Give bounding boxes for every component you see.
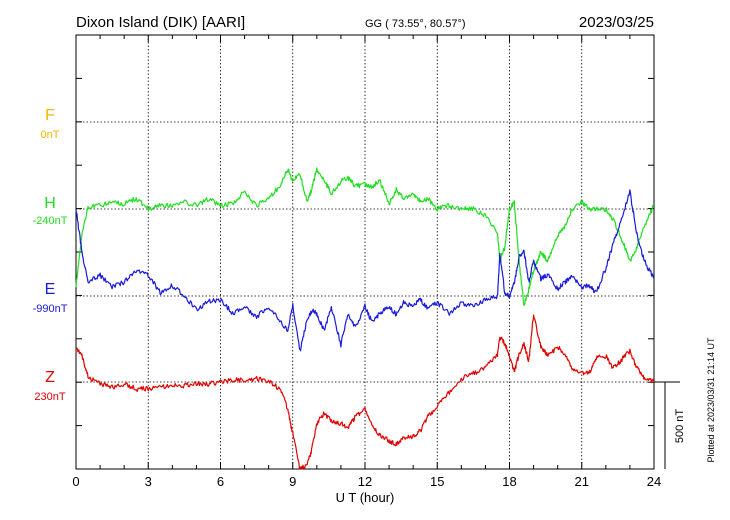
grid-lines [76,35,654,469]
scale-bar-label: 500 nT [674,409,686,444]
plotted-timestamp: Plotted at 2023/03/31 21:14 UT [706,337,716,463]
station-coords: GG ( 73.55°, 80.57°) [365,18,466,30]
traces [75,167,655,470]
series-name-Z: Z [45,369,55,386]
x-tick-label-9: 9 [289,474,296,489]
x-axis-label: U T (hour) [336,490,395,505]
station-title: Dixon Island (DIK) [AARI] [76,14,245,31]
x-tick-label-3: 3 [145,474,152,489]
series-baseline-E: -990nT [33,303,68,315]
series-name-H: H [44,195,56,212]
trace-E [75,189,655,352]
x-tick-label-6: 6 [217,474,224,489]
series-baseline-Z: 230nT [34,391,65,403]
x-tick-label-18: 18 [502,474,516,489]
series-baseline-F: 0nT [41,129,60,141]
x-tick-labels: 0 3 6 9 12 15 18 21 24 [72,474,661,489]
trace-H [75,167,655,306]
x-tick-label-15: 15 [430,474,444,489]
chart-date: 2023/03/25 [579,14,654,31]
x-tick-label-12: 12 [358,474,372,489]
x-tick-label-0: 0 [72,474,79,489]
series-name-F: F [45,107,55,124]
axis-ticks [75,35,655,470]
x-tick-label-21: 21 [575,474,589,489]
series-baseline-H: -240nT [33,215,68,227]
x-tick-label-24: 24 [647,474,661,489]
trace-Z [75,314,655,470]
series-name-E: E [45,281,56,298]
series-labels: F 0nT H -240nT E -990nT Z 230nT [33,107,68,403]
